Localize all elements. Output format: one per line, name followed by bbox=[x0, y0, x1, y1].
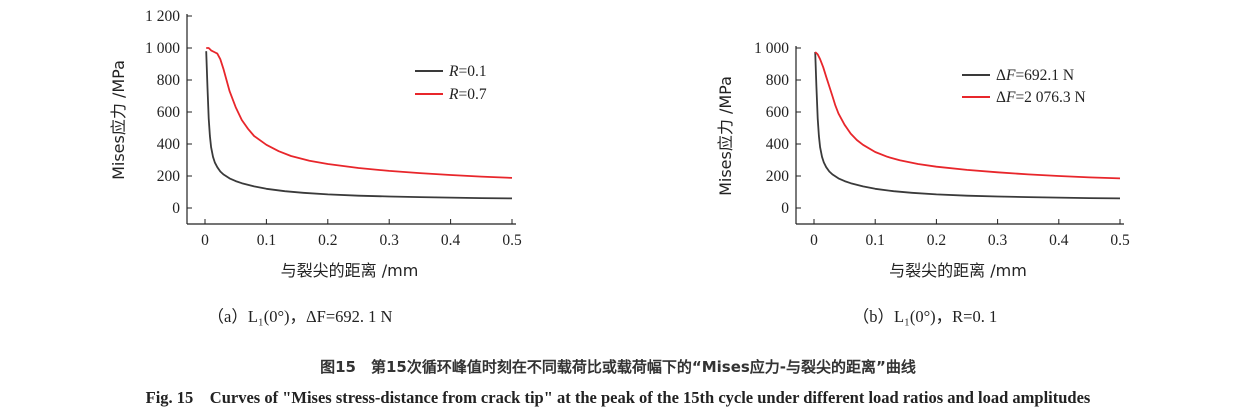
series-line-a-1 bbox=[205, 51, 513, 200]
x-tick-label-a: 0.1 bbox=[257, 232, 276, 249]
series-line-a-2 bbox=[206, 47, 513, 179]
y-tick-label-a: 200 bbox=[157, 168, 181, 185]
y-tick-label-b: 800 bbox=[766, 72, 790, 89]
legend-label-b-2: ΔF=2 076.3 N bbox=[996, 89, 1086, 106]
x-axis-label-a: 与裂尖的距离 /mm bbox=[281, 261, 419, 280]
y-tick-label-a: 400 bbox=[157, 136, 181, 153]
y-tick-label-a: 1 200 bbox=[145, 8, 180, 25]
x-axis-label-b: 与裂尖的距离 /mm bbox=[889, 261, 1027, 280]
chart-panel-a: 0 200 400 600 800 1 000 1 200 0 0.1 0.2 0.3 0.4 0.5 与… bbox=[109, 8, 522, 326]
y-tick-label-b: 1 000 bbox=[754, 40, 789, 57]
y-axis-label-a: Mises应力 /MPa bbox=[109, 60, 128, 180]
series-line-b-2 bbox=[814, 51, 1121, 180]
x-tick-label-b: 0.5 bbox=[1110, 232, 1130, 249]
x-tick-label-b: 0.2 bbox=[927, 232, 946, 249]
series-line-b-1 bbox=[814, 51, 1121, 200]
panel-caption-a: （a）L₁(0°)，ΔF=692. 1 N bbox=[208, 307, 393, 326]
y-tick-label-a: 1 000 bbox=[145, 40, 180, 57]
legend-label-a-2: R=0.7 bbox=[448, 86, 487, 103]
x-tick-label-a: 0.4 bbox=[441, 232, 461, 249]
legend-label-b-1: ΔF=692.1 N bbox=[996, 67, 1074, 84]
x-tick-label-b: 0.1 bbox=[866, 232, 885, 249]
y-tick-label-b: 400 bbox=[766, 136, 790, 153]
panel-caption-b: （b）L₁(0°)，R=0. 1 bbox=[853, 307, 997, 326]
chart-panel-b: 0 200 400 600 800 1 000 0 0.1 0.2 0.3 0.4 0.5 与裂尖的距离… bbox=[716, 40, 1130, 326]
x-tick-label-b: 0.3 bbox=[988, 232, 1008, 249]
y-tick-label-a: 600 bbox=[157, 104, 181, 121]
x-tick-label-a: 0 bbox=[201, 232, 209, 249]
x-tick-label-b: 0 bbox=[810, 232, 818, 249]
y-tick-label-b: 200 bbox=[766, 168, 790, 185]
x-tick-label-a: 0.2 bbox=[318, 232, 337, 249]
y-tick-label-b: 0 bbox=[781, 200, 789, 217]
legend-label-a-1: R=0.1 bbox=[448, 63, 487, 80]
x-tick-label-a: 0.5 bbox=[502, 232, 522, 249]
y-axis-label-b: Mises应力 /MPa bbox=[716, 76, 735, 196]
y-tick-label-a: 800 bbox=[157, 72, 181, 89]
x-tick-label-a: 0.3 bbox=[380, 232, 400, 249]
x-tick-label-b: 0.4 bbox=[1049, 232, 1069, 249]
figure-caption-chinese: 图15 第15次循环峰值时刻在不同载荷比或载荷幅下的“Mises应力-与裂尖的距… bbox=[320, 358, 916, 376]
y-tick-label-a: 0 bbox=[172, 200, 180, 217]
y-tick-label-b: 600 bbox=[766, 104, 790, 121]
figure-caption-english: Fig. 15 Curves of "Mises stress-distance… bbox=[145, 388, 1091, 407]
